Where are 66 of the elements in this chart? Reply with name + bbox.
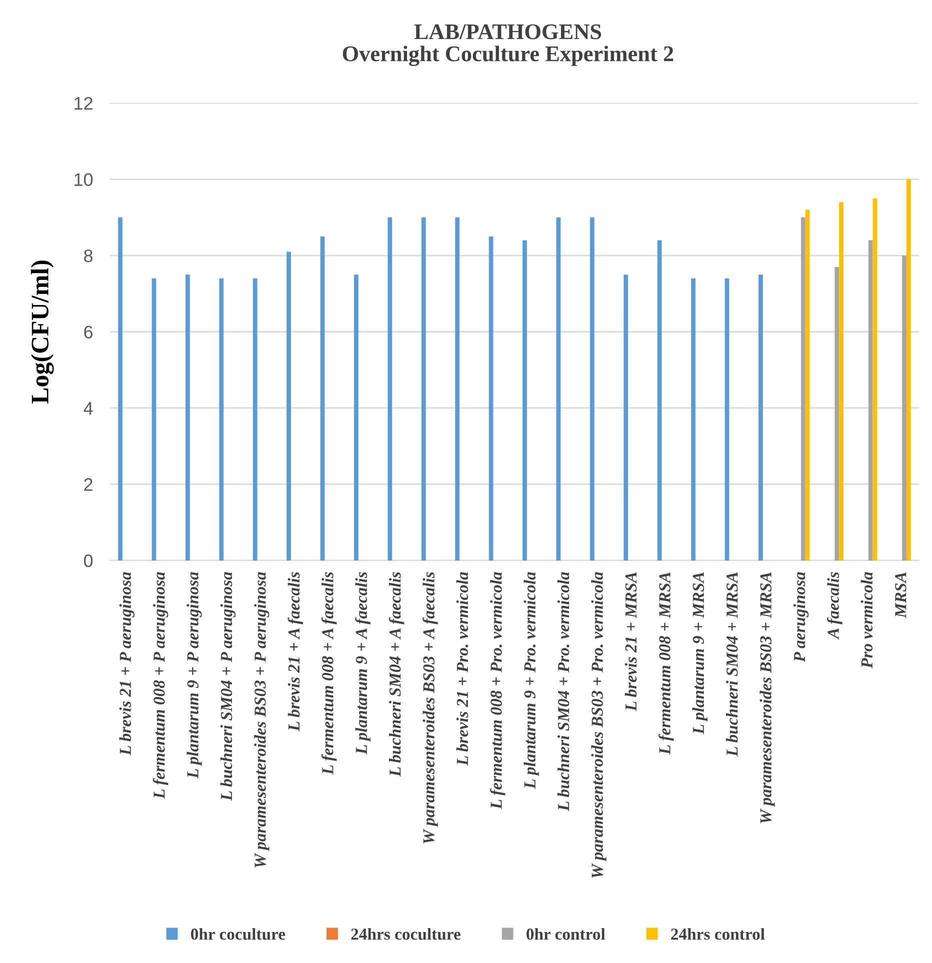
x-tick-label: L buchneri SM04 + Pro. vermicola — [557, 572, 570, 812]
bar — [152, 278, 156, 560]
x-tick-label: L brevis 21 + Pro. vermicola — [456, 572, 468, 766]
y-tick-label: 12 — [74, 96, 92, 110]
bar — [839, 202, 844, 560]
x-tick-label: W paramesenteroides BS03 + A faecalis — [422, 572, 438, 844]
x-tick-label: L fermentum 008 + MRSA — [658, 572, 674, 755]
bar — [834, 266, 840, 560]
y-tick-label: 10 — [74, 173, 93, 186]
bar — [805, 210, 810, 560]
bar — [724, 278, 730, 560]
y-axis-title: Log(CFU/ml) — [30, 260, 54, 404]
x-tick-label: W paramesenteroides BS03 + Pro. vermicola — [591, 572, 606, 878]
x-tick-label: MRSA — [895, 572, 906, 618]
x-tick-label: Pro vermicola — [860, 572, 873, 668]
bar — [118, 217, 122, 560]
chart-title: LAB/PATHOGENS — [414, 24, 602, 40]
bar — [320, 236, 325, 560]
bar — [522, 240, 527, 560]
bar — [556, 217, 561, 560]
chart-subtitle: Overnight Coculture Experiment 2 — [342, 46, 674, 66]
x-tick-label: L plantarum 9 + P aeruginosa — [186, 572, 202, 779]
x-tick-label: P aeruginosa — [793, 572, 809, 662]
x-tick-label: L plantarum 9 + MRSA — [692, 572, 708, 734]
x-tick-label: A faecalis — [827, 572, 842, 640]
bar — [219, 278, 224, 560]
x-tick-label: L buchneri SM04 + P aeruginosa — [220, 572, 236, 801]
bar — [455, 217, 460, 560]
bar — [758, 274, 763, 560]
legend-label: 0hr control — [526, 928, 606, 940]
y-tick-label: 6 — [84, 326, 93, 338]
x-tick-label: L plantarum 9 + Pro. vermicola — [524, 572, 539, 789]
bar — [185, 274, 190, 560]
bar — [286, 252, 291, 560]
y-tick-label: 2 — [84, 478, 92, 491]
bar — [624, 274, 628, 560]
x-tick-label: L fermentum 008 + P aeruginosa — [152, 572, 168, 799]
bar — [872, 198, 878, 560]
legend-label: 24hrs control — [671, 928, 765, 940]
y-tick-label: 8 — [84, 249, 93, 262]
bar — [657, 240, 662, 560]
y-tick-label: 4 — [84, 402, 93, 415]
bar — [902, 256, 906, 560]
bar — [488, 236, 494, 560]
bar — [691, 278, 696, 560]
x-tick-label: L fermentum 008 + Pro. vermicola — [490, 572, 506, 810]
bar — [868, 240, 873, 560]
y-tick-label: 0 — [84, 554, 93, 568]
x-tick-label: W paramesenteroides BS03 + MRSA — [760, 572, 775, 824]
bar — [388, 217, 392, 560]
bar — [800, 217, 806, 560]
bar — [590, 217, 594, 560]
bar — [354, 274, 358, 560]
x-tick-label: L brevis 21 + MRSA — [624, 572, 637, 712]
x-tick-label: L plantarum 9 + A faecalis — [355, 572, 370, 754]
bar — [252, 278, 258, 560]
bar — [906, 179, 911, 560]
x-tick-label: L brevis 21 + P aeruginosa — [119, 572, 134, 756]
bar — [421, 217, 426, 560]
legend-label: 24hrs coculture — [351, 928, 460, 940]
x-tick-label: W paramesenteroides BS03 + P aeruginosa — [254, 572, 270, 868]
x-tick-label: L buchneri SM04 + A faecalis — [388, 572, 404, 777]
legend-label: 0hr coculture — [190, 928, 286, 940]
x-tick-label: L buchneri SM04 + MRSA — [726, 572, 738, 757]
x-tick-label: L brevis 21 + A faecalis — [288, 572, 304, 732]
x-tick-label: L fermentum 008 + A faecalis — [321, 572, 337, 775]
